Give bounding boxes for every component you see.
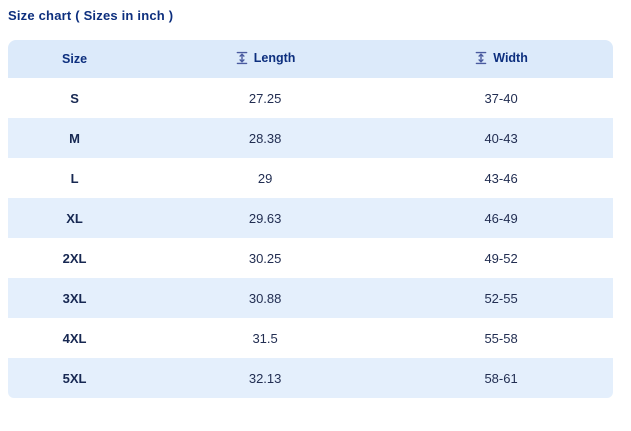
size-cell: 2XL xyxy=(8,238,142,278)
size-cell: S xyxy=(8,78,142,118)
width-cell: 55-58 xyxy=(389,318,613,358)
length-cell: 31.5 xyxy=(141,318,390,358)
size-cell: 3XL xyxy=(8,278,142,318)
table-row: S 27.25 37-40 xyxy=(8,78,613,118)
size-cell: 5XL xyxy=(8,358,142,398)
size-cell: L xyxy=(8,158,142,198)
width-cell: 40-43 xyxy=(389,118,613,158)
page-title: Size chart ( Sizes in inch ) xyxy=(8,8,174,23)
table-row: 2XL 30.25 49-52 xyxy=(8,238,613,278)
table-row: XL 29.63 46-49 xyxy=(8,198,613,238)
column-header-length: Length xyxy=(141,40,390,78)
table-row: L 29 43-46 xyxy=(8,158,613,198)
header-row: Size Le xyxy=(8,40,613,78)
length-cell: 29.63 xyxy=(141,198,390,238)
length-cell: 29 xyxy=(141,158,390,198)
length-cell: 27.25 xyxy=(141,78,390,118)
table-row: 3XL 30.88 52-55 xyxy=(8,278,613,318)
width-cell: 49-52 xyxy=(389,238,613,278)
width-cell: 37-40 xyxy=(389,78,613,118)
table-row: 4XL 31.5 55-58 xyxy=(8,318,613,358)
table-row: 5XL 32.13 58-61 xyxy=(8,358,613,398)
width-cell: 52-55 xyxy=(389,278,613,318)
table-body: S 27.25 37-40 M 28.38 40-43 L 29 43-46 X… xyxy=(8,78,613,398)
width-cell: 46-49 xyxy=(389,198,613,238)
size-cell: XL xyxy=(8,198,142,238)
vertical-measure-icon xyxy=(474,51,488,65)
width-cell: 43-46 xyxy=(389,158,613,198)
size-cell: 4XL xyxy=(8,318,142,358)
width-cell: 58-61 xyxy=(389,358,613,398)
table-row: M 28.38 40-43 xyxy=(8,118,613,158)
column-header-width-label: Width xyxy=(493,50,528,65)
column-header-width: Width xyxy=(389,40,613,78)
size-cell: M xyxy=(8,118,142,158)
column-header-size-label: Size xyxy=(62,52,88,66)
column-header-length-label: Length xyxy=(253,50,296,65)
size-chart-table: Size Le xyxy=(8,40,613,398)
table-header: Size Le xyxy=(8,40,613,78)
length-cell: 32.13 xyxy=(141,358,390,398)
length-cell: 30.25 xyxy=(141,238,390,278)
length-cell: 30.88 xyxy=(141,278,390,318)
vertical-measure-icon xyxy=(235,51,249,65)
length-cell: 28.38 xyxy=(141,118,390,158)
column-header-size: Size xyxy=(8,40,142,78)
